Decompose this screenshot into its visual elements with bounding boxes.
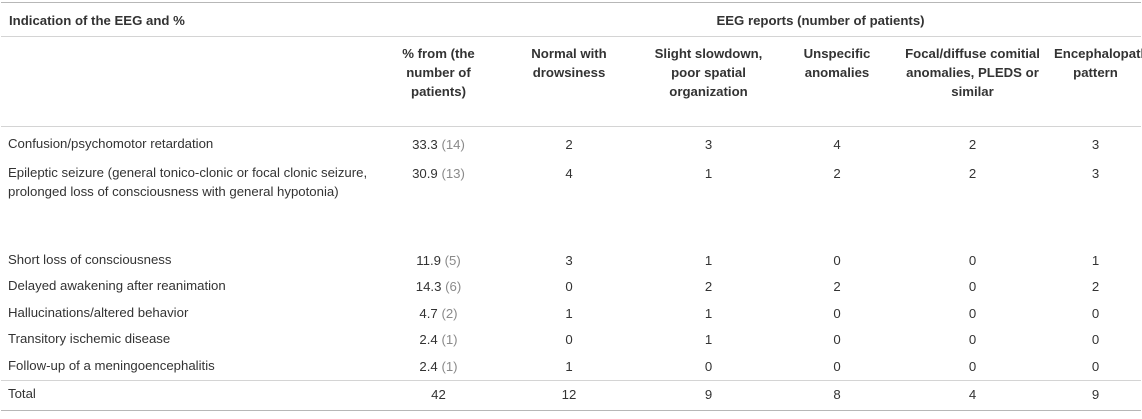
- cell-value: 2: [704, 279, 713, 294]
- pct-value: 4.7: [419, 305, 438, 321]
- header-pct-from: % from (the number of patients): [377, 36, 500, 127]
- total-value: 9: [1050, 379, 1141, 411]
- cell-value: 0: [968, 332, 977, 347]
- cell-value: 0: [833, 305, 841, 321]
- pct-count: (1): [441, 332, 458, 347]
- total-label: Total: [1, 379, 377, 411]
- table-row: Follow-up of a meningoencephalitis 2.4 (…: [1, 354, 1141, 381]
- cell-value: 1: [565, 305, 573, 321]
- cell-value: 4: [565, 165, 573, 181]
- cell-value: 3: [1091, 137, 1100, 152]
- cell-value: 2: [968, 165, 977, 181]
- cell-value: 2: [968, 137, 977, 152]
- table-row: Short loss of consciousness 11.9 (5) 3 1…: [1, 248, 1141, 275]
- row-pct: 2.4 (1): [377, 354, 500, 381]
- header-row-2: % from (the number of patients) Normal w…: [1, 36, 1142, 127]
- cell-value: 2: [833, 279, 841, 294]
- table-row: Transitory ischemic disease 2.4 (1) 0 1 …: [1, 327, 1141, 354]
- cell-value: 0: [565, 332, 573, 347]
- header-normal-drowsiness: Normal with drowsiness: [500, 36, 638, 127]
- table-row: Confusion/psychomotor retardation 33.3 (…: [1, 127, 1141, 161]
- total-value: 9: [638, 379, 779, 411]
- table-row: Delayed awakening after reanimation 14.3…: [1, 274, 1141, 301]
- row-pct: 2.4 (1): [377, 327, 500, 354]
- total-pct: 42: [377, 379, 500, 411]
- total-value: 8: [779, 379, 895, 411]
- pct-value: 2.4: [419, 358, 438, 374]
- cell-value: 1: [704, 165, 713, 181]
- cell-value: 0: [1091, 305, 1100, 321]
- cell-value: 0: [704, 358, 713, 374]
- header-row-1: Indication of the EEG and % EEG reports …: [1, 2, 1141, 37]
- pct-value: 30.9: [412, 165, 438, 181]
- header-encephalopathic: Encephalopathic pattern: [1050, 36, 1142, 127]
- pct-value: 11.9: [416, 252, 441, 268]
- cell-value: 0: [833, 358, 841, 374]
- cell-value: 0: [1091, 358, 1100, 374]
- table-row-total: Total 42 12 9 8 4 9: [1, 379, 1141, 411]
- row-label: Short loss of consciousness: [8, 251, 172, 267]
- pct-count: (13): [441, 165, 465, 181]
- row-label: Hallucinations/altered behavior: [8, 304, 189, 320]
- table-row: Epileptic seizure (general tonico-clonic…: [1, 161, 1141, 248]
- cell-value: 1: [704, 332, 713, 347]
- cell-value: 3: [704, 137, 713, 152]
- cell-value: 2: [833, 165, 841, 181]
- cell-value: 1: [704, 252, 713, 268]
- row-pct: 11.9 (5): [377, 248, 500, 275]
- pct-count: (6): [445, 279, 462, 294]
- cell-value: 3: [565, 252, 573, 268]
- row-label: Transitory ischemic disease: [8, 331, 171, 346]
- header-eeg-reports: EEG reports (number of patients): [500, 2, 1141, 37]
- row-label: Confusion/psychomotor retardation: [8, 136, 214, 151]
- row-pct: 4.7 (2): [377, 301, 500, 328]
- header-focal-diffuse: Focal/diffuse comitial anomalies, PLEDS …: [895, 36, 1050, 127]
- cell-value: 0: [968, 305, 977, 321]
- cell-value: 0: [1091, 332, 1100, 347]
- cell-value: 2: [565, 137, 573, 152]
- cell-value: 0: [833, 332, 841, 347]
- cell-value: 1: [1091, 252, 1100, 268]
- pct-value: 2.4: [419, 332, 438, 347]
- pct-value: 33.3: [412, 137, 438, 152]
- cell-value: 0: [565, 279, 573, 294]
- cell-value: 4: [833, 137, 841, 152]
- pct-count: (5): [444, 252, 461, 268]
- row-label: Follow-up of a meningoencephalitis: [8, 357, 215, 373]
- row-pct: 30.9 (13): [377, 161, 500, 248]
- pct-count: (1): [441, 358, 458, 374]
- cell-value: 1: [704, 305, 713, 321]
- eeg-reports-table: Indication of the EEG and % EEG reports …: [1, 2, 1142, 411]
- row-label: Epileptic seizure (general tonico-clonic…: [8, 164, 368, 199]
- cell-value: 3: [1091, 165, 1100, 181]
- row-pct: 14.3 (6): [377, 274, 500, 301]
- total-value: 12: [500, 379, 638, 411]
- pct-value: 14.3: [415, 279, 442, 294]
- header-slight-slowdown: Slight slowdown, poor spatial organizati…: [638, 36, 779, 127]
- header-unspecific-anomalies: Unspecific anomalies: [779, 36, 895, 127]
- total-value: 4: [895, 379, 1050, 411]
- row-label: Delayed awakening after reanimation: [8, 278, 226, 293]
- pct-count: (14): [441, 137, 465, 152]
- pct-count: (2): [441, 305, 458, 321]
- cell-value: 1: [565, 358, 573, 374]
- table-row: Hallucinations/altered behavior 4.7 (2) …: [1, 301, 1141, 328]
- cell-value: 0: [968, 279, 977, 294]
- header-blank-cell: [1, 36, 377, 127]
- cell-value: 0: [968, 358, 977, 374]
- cell-value: 0: [968, 252, 977, 268]
- row-pct: 33.3 (14): [377, 127, 500, 161]
- cell-value: 2: [1091, 279, 1100, 294]
- header-indication: Indication of the EEG and %: [1, 2, 500, 37]
- cell-value: 0: [833, 252, 841, 268]
